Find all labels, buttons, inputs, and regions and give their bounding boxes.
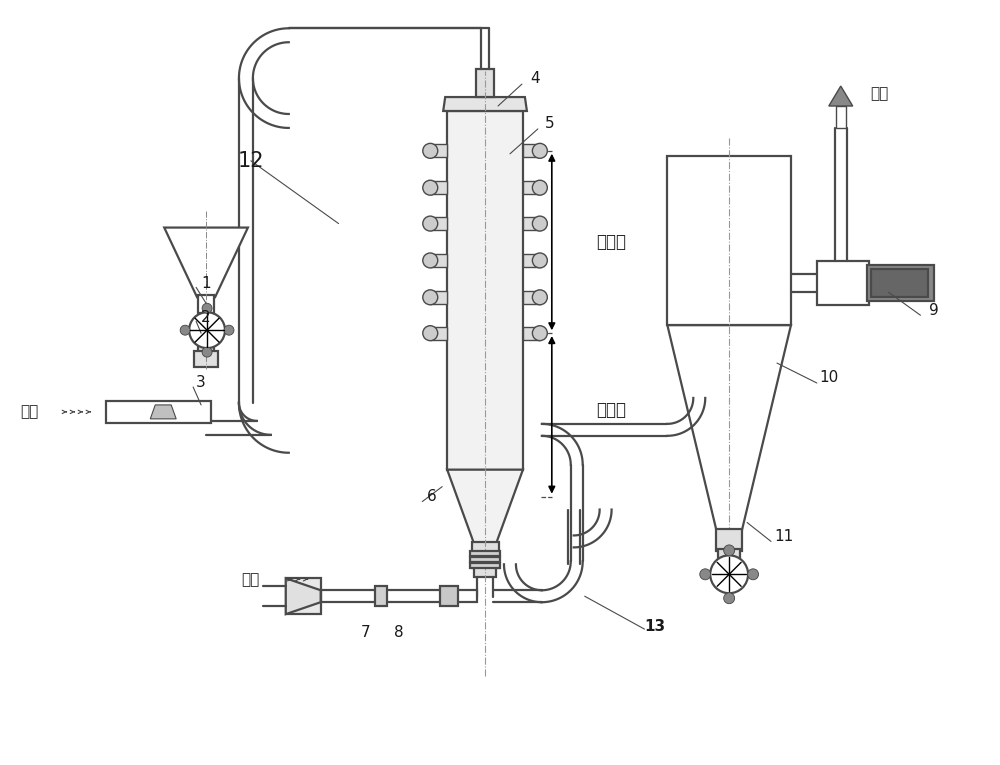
Circle shape	[724, 545, 735, 556]
Bar	[523, 217, 540, 230]
Text: 废气: 废气	[871, 86, 889, 102]
Text: 4: 4	[530, 70, 540, 86]
Circle shape	[748, 569, 759, 580]
Text: 6: 6	[427, 489, 437, 504]
Bar	[430, 327, 447, 340]
Polygon shape	[150, 405, 176, 419]
Text: 8: 8	[394, 624, 403, 640]
Circle shape	[710, 555, 748, 593]
Bar	[430, 254, 447, 267]
Bar	[667, 156, 791, 325]
Bar	[523, 181, 540, 194]
Bar	[470, 551, 500, 556]
Circle shape	[423, 143, 438, 158]
Circle shape	[532, 216, 547, 231]
Bar	[817, 262, 869, 305]
Polygon shape	[829, 86, 853, 106]
Text: 10: 10	[819, 369, 838, 385]
Circle shape	[189, 312, 225, 348]
Circle shape	[532, 290, 547, 304]
Text: 13: 13	[644, 619, 665, 633]
Circle shape	[202, 347, 212, 357]
Bar	[194, 351, 218, 367]
Bar	[716, 529, 742, 552]
Circle shape	[423, 290, 438, 304]
Bar	[430, 217, 447, 230]
Circle shape	[423, 181, 438, 195]
Circle shape	[532, 143, 547, 158]
Bar	[106, 401, 211, 423]
Bar	[523, 327, 540, 340]
Text: 2: 2	[201, 310, 211, 324]
Circle shape	[532, 326, 547, 340]
Bar	[871, 269, 928, 298]
Bar	[470, 563, 500, 568]
Circle shape	[700, 569, 711, 580]
Polygon shape	[667, 325, 791, 529]
Circle shape	[532, 253, 547, 268]
Bar	[430, 181, 447, 194]
Bar	[430, 145, 447, 158]
Circle shape	[532, 181, 547, 195]
Text: 9: 9	[929, 303, 938, 317]
Bar	[718, 549, 740, 559]
Text: 热风: 热风	[20, 405, 38, 419]
Text: 11: 11	[774, 529, 794, 544]
Bar	[523, 254, 540, 267]
Bar	[474, 565, 496, 578]
Circle shape	[180, 325, 190, 335]
Text: 7: 7	[361, 624, 370, 640]
Circle shape	[224, 325, 234, 335]
Bar	[523, 291, 540, 304]
Bar	[476, 69, 494, 97]
Circle shape	[724, 593, 735, 604]
Bar	[523, 145, 540, 158]
Text: 冷风: 冷风	[241, 571, 259, 587]
Polygon shape	[164, 227, 248, 298]
Text: 高温区: 高温区	[597, 233, 627, 251]
Text: 1: 1	[201, 276, 211, 291]
Bar	[447, 111, 523, 470]
Circle shape	[423, 216, 438, 231]
Bar	[440, 586, 458, 606]
Text: 5: 5	[545, 116, 555, 132]
Bar	[867, 265, 934, 301]
Bar	[286, 578, 321, 614]
Bar	[198, 338, 214, 353]
Bar	[375, 586, 387, 606]
Circle shape	[202, 303, 212, 313]
Bar	[198, 295, 214, 313]
Circle shape	[423, 326, 438, 340]
Bar	[430, 291, 447, 304]
Polygon shape	[443, 97, 527, 111]
Polygon shape	[447, 470, 523, 542]
Text: 12: 12	[238, 151, 264, 171]
Bar	[321, 591, 477, 602]
Circle shape	[423, 253, 438, 268]
Bar	[836, 106, 846, 128]
Text: 3: 3	[196, 376, 206, 390]
Bar	[470, 557, 500, 562]
Bar	[472, 542, 499, 568]
Polygon shape	[286, 578, 321, 614]
Text: 保温区: 保温区	[597, 401, 627, 419]
